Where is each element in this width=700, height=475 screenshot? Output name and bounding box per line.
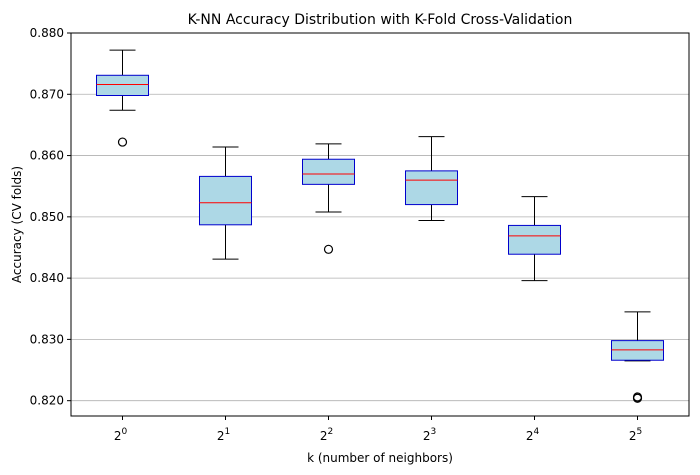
x-axis-label: k (number of neighbors) <box>307 451 453 465</box>
outlier-point <box>632 392 643 402</box>
x-tick-base: 2 <box>320 429 328 443</box>
y-axis: 0.820 0.830 0.840 0.850 0.860 0.870 0.880 <box>30 26 71 408</box>
x-tick-exponent: 2 <box>327 427 333 437</box>
x-tick-label: 22 <box>320 427 333 443</box>
y-axis-label: Accuracy (CV folds) <box>10 166 24 283</box>
x-tick-label: 20 <box>114 427 128 443</box>
y-tick-label: 0.830 <box>30 332 64 346</box>
iqr-box <box>611 340 664 361</box>
box-plot-k-2^0 <box>96 49 149 147</box>
x-tick-exponent: 5 <box>636 427 642 437</box>
y-tick-label: 0.840 <box>30 271 64 285</box>
x-axis: 20 21 22 23 24 25 <box>114 416 642 443</box>
grid-lines <box>71 32 689 402</box>
y-tick-label: 0.850 <box>30 210 64 224</box>
x-tick-base: 2 <box>217 429 225 443</box>
box-plot-k-2^1 <box>199 146 252 260</box>
iqr-box <box>302 158 355 185</box>
box-plot-k-2^3 <box>405 136 458 222</box>
x-tick-exponent: 4 <box>533 427 539 437</box>
box-plot-k-2^5 <box>611 311 664 403</box>
x-tick-base: 2 <box>629 429 637 443</box>
x-tick-label: 25 <box>629 427 642 443</box>
x-tick-base: 2 <box>423 429 431 443</box>
iqr-box <box>96 74 149 97</box>
outlier-point <box>323 244 334 254</box>
y-tick-label: 0.820 <box>30 394 64 408</box>
iqr-box <box>199 175 252 226</box>
box-plot-k-2^4 <box>508 196 561 282</box>
iqr-box <box>508 224 561 255</box>
box-plot-k-2^2 <box>302 143 355 254</box>
x-tick-exponent: 1 <box>224 427 230 437</box>
y-tick-label: 0.880 <box>30 26 64 40</box>
x-tick-label: 23 <box>423 427 436 443</box>
x-tick-label: 21 <box>217 427 230 443</box>
plot-frame <box>70 32 690 417</box>
box-plots <box>96 49 664 403</box>
iqr-box <box>405 170 458 206</box>
y-tick-label: 0.870 <box>30 87 64 101</box>
x-tick-exponent: 3 <box>430 427 436 437</box>
chart-title: K-NN Accuracy Distribution with K-Fold C… <box>188 12 573 28</box>
x-tick-base: 2 <box>114 429 122 443</box>
outlier-point <box>117 137 128 147</box>
x-tick-exponent: 0 <box>121 427 127 437</box>
x-tick-label: 24 <box>526 427 540 443</box>
x-tick-base: 2 <box>526 429 534 443</box>
y-tick-label: 0.860 <box>30 149 64 163</box>
